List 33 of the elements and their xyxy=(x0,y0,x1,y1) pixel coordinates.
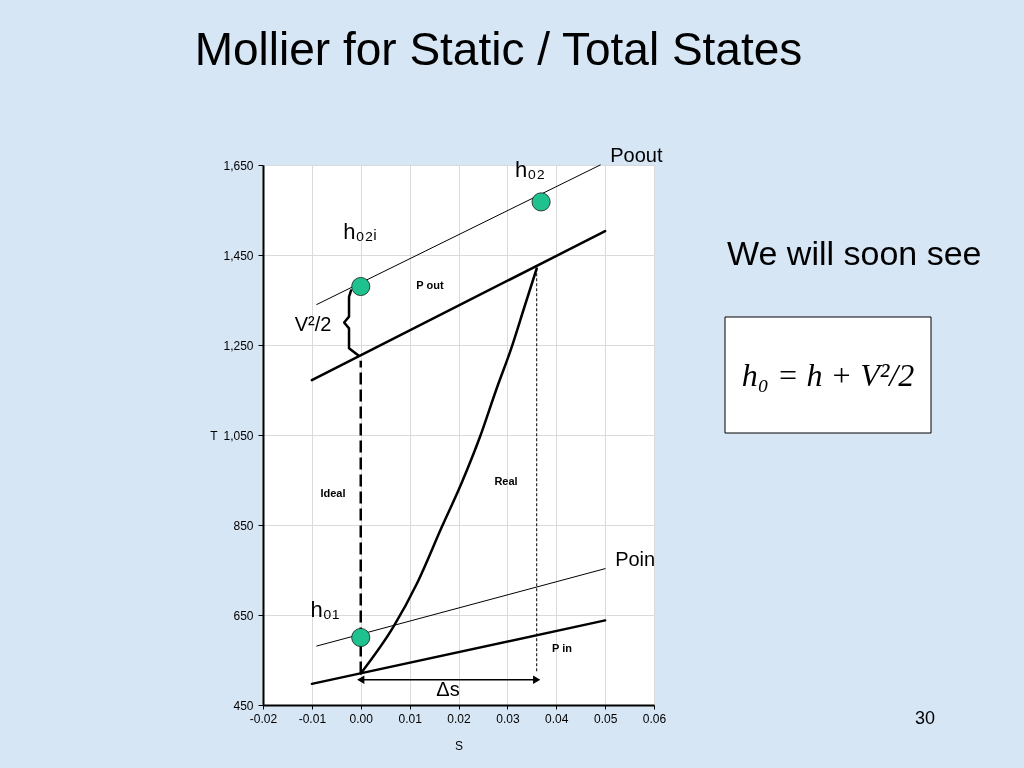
series-label: Poout xyxy=(610,144,663,166)
annotation: Real xyxy=(494,475,518,487)
annotation: P out xyxy=(416,279,444,291)
chart-title: Mollier for Static / Total States xyxy=(194,23,803,75)
x-tick-label: 0.05 xyxy=(593,711,618,726)
annotation: Ideal xyxy=(320,487,346,499)
x-tick-label: 0.02 xyxy=(447,711,471,726)
annotation: P in xyxy=(552,642,573,654)
annotation: h₀₂ xyxy=(515,157,545,182)
text: h₀ = h + V²/2 xyxy=(741,357,915,393)
y-tick-label: 650 xyxy=(233,608,254,623)
x-tick-label: 0.06 xyxy=(642,711,667,726)
x-tick-label: 0.01 xyxy=(398,711,423,726)
annotation: h₀₂ᵢ xyxy=(343,219,377,244)
x-tick-label: -0.02 xyxy=(249,711,278,726)
text: We will soon see xyxy=(727,234,982,272)
x-axis-title: S xyxy=(454,738,464,753)
text: 30 xyxy=(914,708,936,728)
y-tick-label: 1,450 xyxy=(223,248,254,263)
annotation: V²/2 xyxy=(294,313,332,335)
y-tick-label: 450 xyxy=(233,698,254,713)
x-tick-label: 0.04 xyxy=(545,711,569,726)
y-tick-label: 1,650 xyxy=(223,158,254,173)
series-label: Poin xyxy=(615,547,656,570)
x-tick-label: -0.01 xyxy=(298,711,327,726)
y-tick-label: 1,250 xyxy=(223,338,254,353)
y-tick-label: 1,050 xyxy=(223,428,254,443)
x-tick-label: 0.00 xyxy=(349,711,374,726)
annotation: Δs xyxy=(436,678,460,700)
annotation: h₀₁ xyxy=(310,597,340,622)
y-tick-label: 850 xyxy=(233,518,254,533)
x-tick-label: 0.03 xyxy=(496,711,520,726)
y-axis-title: T xyxy=(210,428,219,443)
